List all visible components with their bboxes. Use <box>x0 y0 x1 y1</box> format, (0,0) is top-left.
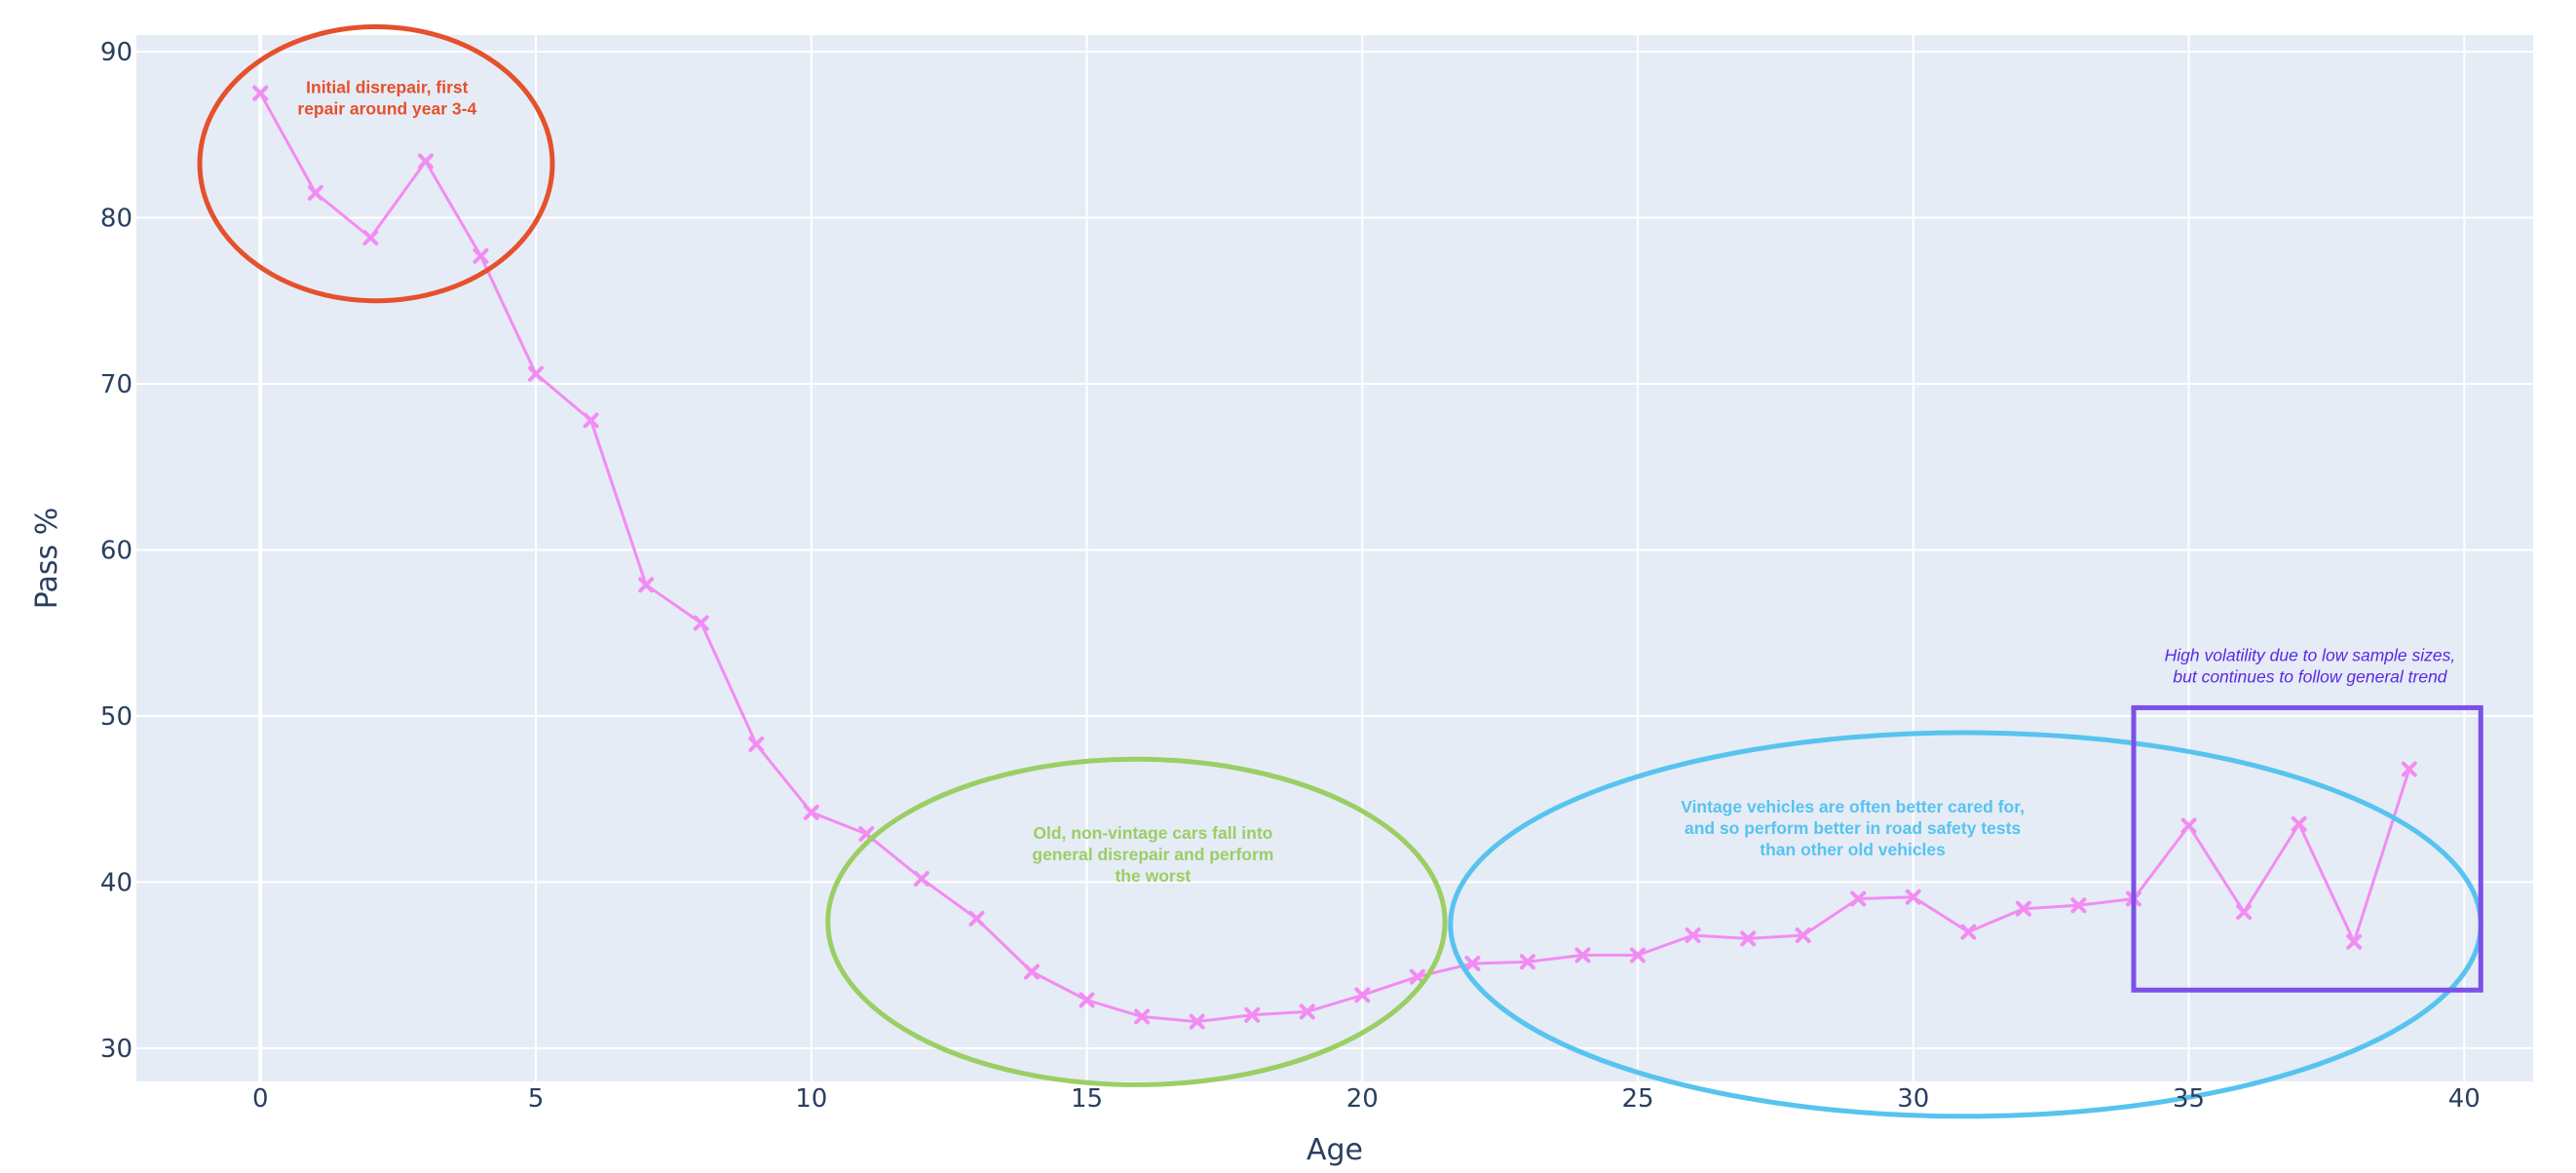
y-tick-label: 60 <box>100 536 133 565</box>
annotation-ellipse <box>197 23 555 304</box>
x-tick-labels: 0 5 10 15 20 25 30 35 40 <box>252 1084 2481 1114</box>
annotation-ellipse <box>825 756 1448 1087</box>
data-point <box>1795 927 1811 943</box>
y-tick-label: 80 <box>100 205 133 234</box>
x-tick-label: 20 <box>1346 1084 1379 1114</box>
x-tick-label: 35 <box>2173 1084 2205 1114</box>
data-point <box>2015 900 2031 917</box>
data-point <box>2070 897 2087 914</box>
annotation-line: and so perform better in road safety tes… <box>1685 818 2021 838</box>
y-tick-label: 30 <box>100 1035 133 1064</box>
data-point <box>2291 815 2307 832</box>
data-point <box>1189 1013 1205 1030</box>
data-point <box>307 184 323 201</box>
annotation-line: Old, non-vintage cars fall into <box>1033 823 1272 843</box>
annotation-layer: Initial disrepair, first repair around ye… <box>197 23 2483 1119</box>
annotation-line: repair around year 3-4 <box>297 99 476 119</box>
annotation-text: High volatility due to low sample sizes,… <box>2165 646 2456 687</box>
data-point <box>417 153 434 170</box>
annotation-line: Initial disrepair, first <box>306 78 468 97</box>
annotation-line: Vintage vehicles are often better cared … <box>1681 797 2025 816</box>
data-point <box>968 910 985 927</box>
data-point <box>693 615 709 631</box>
data-point <box>1630 947 1647 964</box>
x-tick-label: 5 <box>528 1084 545 1114</box>
annotation-line: general disrepair and perform <box>1032 845 1273 864</box>
data-point <box>2236 904 2253 921</box>
x-gridlines <box>258 35 2466 1081</box>
data-point <box>748 736 765 752</box>
data-point <box>2180 817 2197 834</box>
data-point <box>1354 987 1371 1003</box>
y-gridlines <box>136 51 2533 1049</box>
data-point <box>1905 889 1921 905</box>
data-point <box>1740 930 1757 947</box>
annotation-rect <box>2131 704 2483 993</box>
x-axis-title: Age <box>1307 1133 1363 1167</box>
data-point <box>1134 1008 1151 1025</box>
data-point <box>1960 924 1977 940</box>
x-tick-label: 25 <box>1621 1084 1653 1114</box>
annotation-line: the worst <box>1115 866 1191 886</box>
x-tick-label: 15 <box>1071 1084 1103 1114</box>
y-tick-label: 50 <box>100 702 133 732</box>
x-tick-label: 40 <box>2448 1084 2481 1114</box>
x-tick-label: 0 <box>252 1084 269 1114</box>
annotation-text: Old, non-vintage cars fall into general d… <box>1032 823 1273 886</box>
y-tick-label: 70 <box>100 370 133 399</box>
data-point <box>473 247 489 264</box>
x-tick-label: 10 <box>795 1084 827 1114</box>
data-point <box>803 804 819 820</box>
data-point <box>1850 890 1867 907</box>
y-tick-labels: 30 40 50 60 70 80 90 <box>100 38 133 1064</box>
data-point <box>913 871 929 888</box>
y-tick-label: 90 <box>100 38 133 67</box>
y-axis-title: Pass % <box>30 508 64 609</box>
annotation-line: than other old vehicles <box>1760 840 1946 859</box>
data-point <box>2401 761 2417 777</box>
data-point <box>1244 1006 1261 1023</box>
data-point <box>583 412 599 429</box>
y-tick-label: 40 <box>100 868 133 897</box>
series-layer <box>252 85 2417 1030</box>
annotation-text: Initial disrepair, first repair around ye… <box>297 78 476 119</box>
data-point <box>1574 947 1591 964</box>
data-point <box>1685 927 1701 943</box>
data-point <box>1079 992 1095 1008</box>
annotation-line: but continues to follow general trend <box>2173 667 2447 687</box>
data-point <box>1464 955 1481 971</box>
annotation-text: Vintage vehicles are often better cared … <box>1681 797 2025 859</box>
data-point <box>1023 964 1040 980</box>
annotation-line: High volatility due to low sample sizes, <box>2165 646 2456 665</box>
data-point <box>528 365 544 382</box>
data-point <box>638 577 655 593</box>
data-point <box>1299 1003 1315 1020</box>
x-tick-label: 30 <box>1897 1084 1929 1114</box>
data-point <box>1519 954 1535 970</box>
series-line <box>258 92 2411 1024</box>
plot-area-background <box>136 35 2533 1081</box>
data-point <box>2346 933 2363 950</box>
data-point <box>362 229 379 246</box>
data-point <box>252 85 269 101</box>
